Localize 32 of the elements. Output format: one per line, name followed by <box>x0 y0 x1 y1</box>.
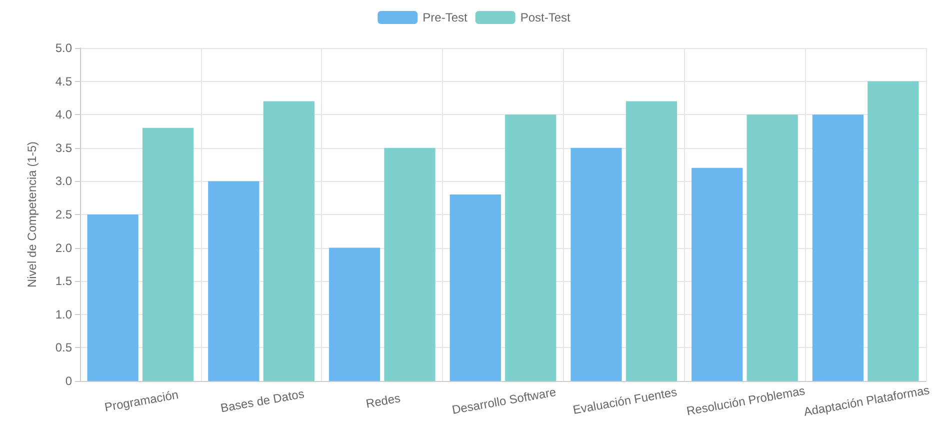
y-tick-label: 0 <box>65 374 72 388</box>
y-tick-label: 1.5 <box>55 274 72 288</box>
y-tick-label: 1.0 <box>55 307 72 322</box>
bar <box>626 101 678 381</box>
bar <box>746 114 798 381</box>
y-tick-label: 3.0 <box>55 174 72 188</box>
y-tick-label: 0.5 <box>55 340 72 355</box>
y-tick-label: 3.5 <box>55 140 72 155</box>
y-tick-label: 2.5 <box>55 208 72 222</box>
bar <box>384 148 436 381</box>
bar <box>328 248 380 381</box>
legend-label: Post-Test <box>520 10 572 24</box>
y-tick-label: 4.0 <box>55 108 72 122</box>
bar <box>812 114 864 381</box>
x-tick-label: Redes <box>364 391 402 411</box>
bar <box>505 114 556 381</box>
y-axis-title: Nivel de Competencia (1-5) <box>25 141 39 288</box>
bar <box>263 101 314 381</box>
y-tick-label: 4.5 <box>55 74 72 88</box>
y-tick-label: 5.0 <box>55 41 72 55</box>
bar <box>692 168 743 381</box>
x-tick-label: Desarrollo Software <box>450 384 558 417</box>
legend-label: Pre-Test <box>422 10 468 24</box>
y-tick-label: 2.0 <box>55 240 72 255</box>
x-tick-label: Bases de Datos <box>219 386 306 416</box>
bar <box>87 214 138 381</box>
x-tick-label: Evaluación Fuentes <box>572 384 678 417</box>
bar <box>450 194 501 381</box>
bar <box>868 81 919 381</box>
bar <box>208 181 260 381</box>
bar <box>570 148 622 381</box>
bar <box>142 128 194 381</box>
